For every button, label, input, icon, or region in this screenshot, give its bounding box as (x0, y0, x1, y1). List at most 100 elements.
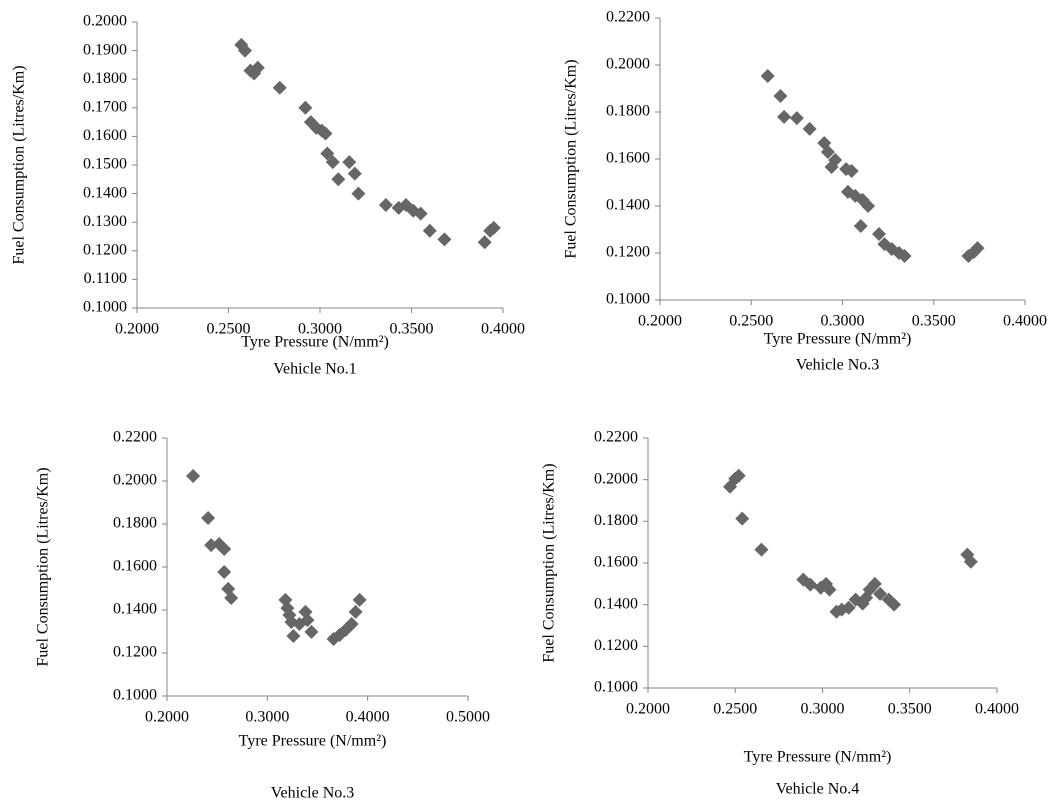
point (828, 152, 843, 167)
point (867, 576, 882, 591)
x-tick-label: 0.2500 (729, 313, 773, 330)
y-tick-label: 0.1000 (594, 679, 638, 696)
point (309, 120, 324, 135)
point (320, 146, 335, 161)
y-tick-label: 0.1800 (113, 515, 157, 532)
chart-title: Vehicle No.3 (796, 357, 880, 374)
point (342, 155, 357, 170)
y-tick-label: 0.1600 (113, 558, 157, 575)
x-tick-label: 0.3000 (298, 321, 342, 338)
point (186, 469, 201, 484)
x-tick-label: 0.5000 (446, 709, 490, 726)
point (820, 144, 835, 159)
y-tick-label: 0.1100 (84, 270, 127, 287)
point (237, 43, 252, 58)
point (347, 166, 362, 181)
y-tick-label: 0.1700 (83, 98, 127, 115)
x-axis-title: Tyre Pressure (N/mm²) (239, 733, 387, 750)
point (348, 604, 363, 619)
x-axis-title: Tyre Pressure (N/mm²) (744, 749, 892, 766)
y-tick-label: 0.2000 (606, 56, 650, 73)
point (272, 80, 287, 95)
y-axis-title: Fuel Consumption (Litres/Km) (563, 59, 580, 258)
y-tick-label: 0.1300 (83, 213, 127, 230)
point (247, 66, 262, 81)
point (352, 592, 367, 607)
x-tick-label: 0.2000 (638, 313, 682, 330)
point (731, 468, 746, 483)
y-axis-title: Fuel Consumption (Litres/Km) (541, 463, 558, 662)
point (486, 220, 501, 235)
chart-title: Vehicle No.1 (273, 361, 357, 378)
y-tick-label: 0.2000 (113, 472, 157, 489)
y-tick-label: 0.1800 (594, 512, 638, 529)
point (351, 186, 366, 201)
y-tick-label: 0.2000 (594, 470, 638, 487)
point (841, 600, 856, 615)
x-tick-label: 0.3000 (801, 701, 845, 718)
y-tick-label: 0.1800 (83, 70, 127, 87)
point (760, 69, 775, 84)
y-tick-label: 0.2200 (113, 429, 157, 446)
x-tick-label: 0.2000 (115, 321, 159, 338)
point (963, 554, 978, 569)
point (286, 629, 301, 644)
point (803, 577, 818, 592)
point (422, 223, 437, 238)
y-tick-label: 0.2000 (83, 13, 127, 30)
x-tick-label: 0.4000 (1003, 313, 1047, 330)
point (224, 590, 239, 605)
y-tick-label: 0.1400 (594, 595, 638, 612)
point (318, 126, 333, 141)
x-tick-label: 0.2000 (626, 701, 670, 718)
point (897, 249, 912, 264)
point (304, 624, 319, 639)
point (789, 111, 804, 126)
point (217, 564, 232, 579)
y-axis-title: Fuel Consumption (Litres/Km) (35, 467, 52, 666)
y-axis-title: Fuel Consumption (Litres/Km) (11, 65, 28, 264)
point (378, 198, 393, 213)
x-tick-label: 0.3500 (888, 701, 932, 718)
point (887, 597, 902, 612)
y-tick-label: 0.1800 (606, 103, 650, 120)
x-axis-title: Tyre Pressure (N/mm²) (241, 334, 389, 351)
x-tick-label: 0.3500 (912, 313, 956, 330)
point (970, 241, 985, 256)
point (735, 511, 750, 526)
x-tick-label: 0.3500 (390, 321, 434, 338)
y-tick-label: 0.1400 (113, 601, 157, 618)
y-tick-label: 0.1600 (594, 554, 638, 571)
y-tick-label: 0.1900 (83, 41, 127, 58)
y-tick-label: 0.1400 (83, 184, 127, 201)
y-tick-label: 0.2200 (594, 429, 638, 446)
x-tick-label: 0.4000 (481, 321, 525, 338)
y-tick-label: 0.1400 (606, 197, 650, 214)
y-tick-label: 0.1200 (83, 241, 127, 258)
point (477, 235, 492, 250)
point (217, 541, 232, 556)
point (853, 218, 868, 233)
y-tick-label: 0.1000 (83, 299, 127, 316)
x-tick-label: 0.2000 (145, 709, 189, 726)
point (777, 109, 792, 124)
x-axis-title: Tyre Pressure (N/mm²) (764, 331, 912, 348)
point (844, 163, 859, 178)
y-tick-label: 0.1200 (113, 644, 157, 661)
point (298, 100, 313, 115)
point (873, 586, 888, 601)
y-tick-label: 0.2200 (606, 9, 650, 26)
point (437, 232, 452, 247)
chart-title: Vehicle No.3 (271, 785, 355, 802)
chart-title: Vehicle No.4 (776, 781, 860, 798)
point (201, 510, 216, 525)
point (344, 616, 359, 631)
x-tick-label: 0.2500 (207, 321, 251, 338)
point (773, 89, 788, 104)
y-tick-label: 0.1600 (606, 150, 650, 167)
x-tick-label: 0.3000 (245, 709, 289, 726)
point (303, 115, 318, 130)
y-tick-label: 0.1500 (83, 156, 127, 173)
y-tick-label: 0.1000 (606, 291, 650, 308)
point (331, 172, 346, 187)
